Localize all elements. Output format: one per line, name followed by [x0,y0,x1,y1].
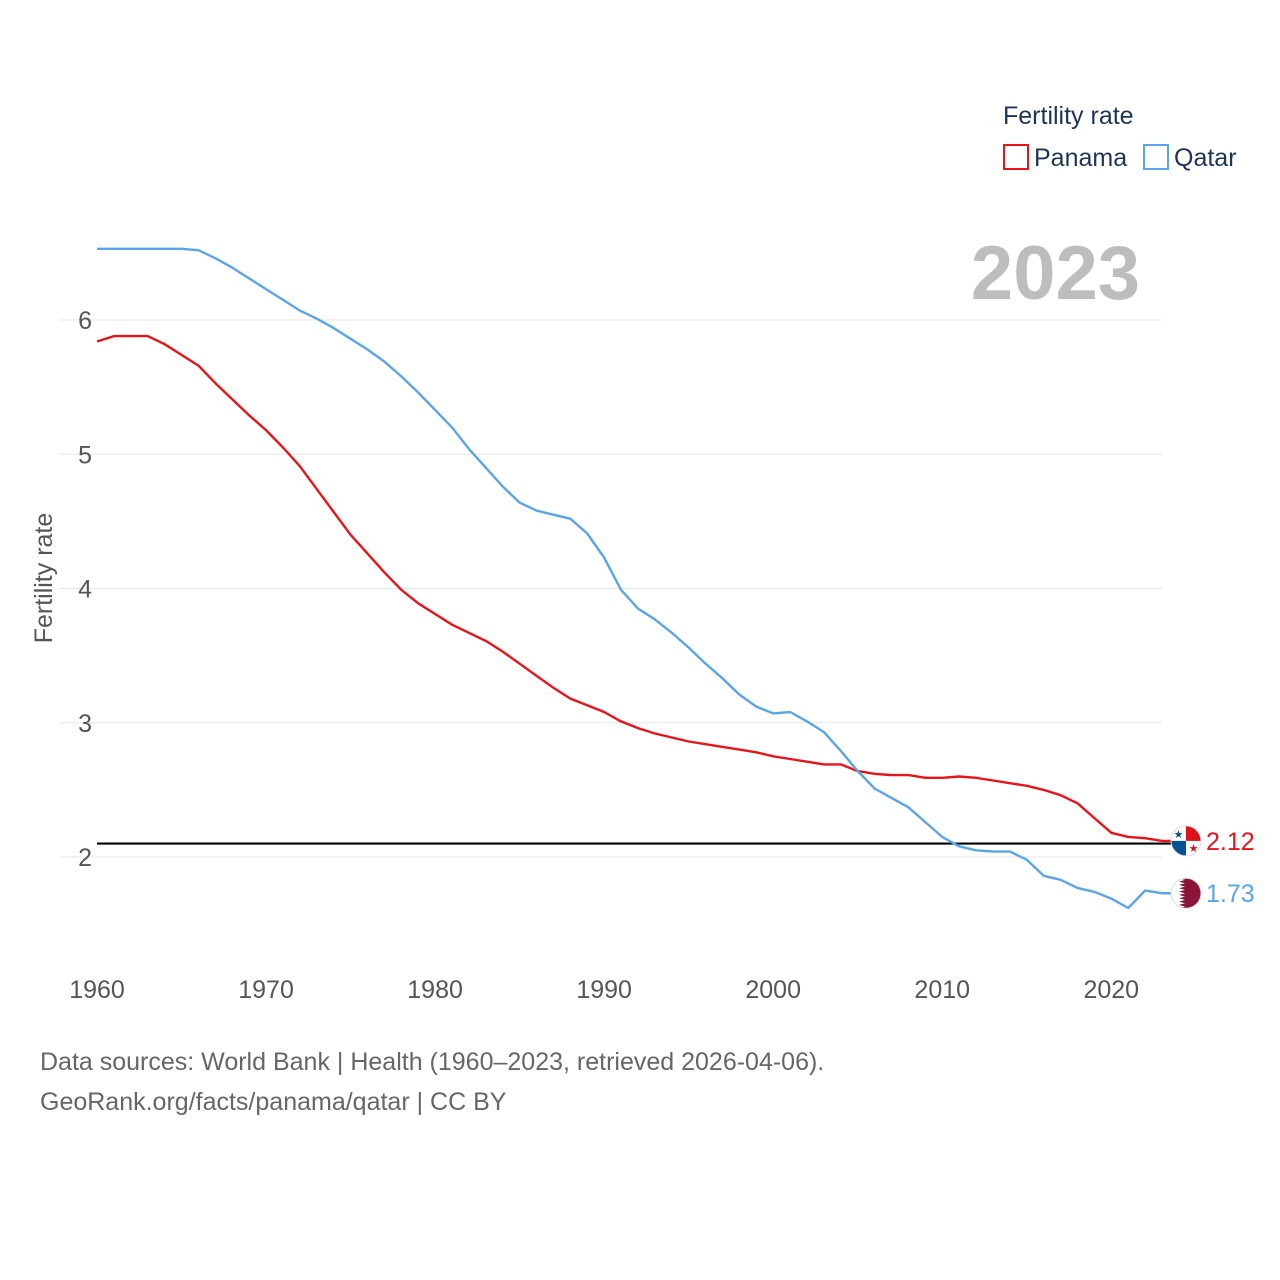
x-tick-label: 1970 [238,976,294,1004]
y-axis-ticks: 2 3 4 5 6 [78,307,92,872]
series-end-markers: ★★ 2.121.73 [1162,825,1255,909]
series-line-qatar [97,247,1163,910]
x-tick-label: 1980 [407,976,463,1004]
legend-label-panama: Panama [1034,144,1127,172]
svg-text:★: ★ [1189,842,1199,855]
end-value-label-panama: 2.12 [1206,828,1255,856]
x-tick-label: 2010 [914,976,970,1004]
y-tick-label: 4 [78,576,92,604]
x-tick-label: 2000 [745,976,801,1004]
legend-swatch-panama [1003,144,1029,170]
x-tick-label: 1990 [576,976,632,1004]
legend-swatch-qatar [1143,144,1169,170]
y-tick-label: 5 [78,441,92,469]
y-tick-label: 3 [78,710,92,738]
footer: Data sources: World Bank | Health (1960–… [40,1042,824,1122]
svg-text:★: ★ [1174,828,1184,841]
series-lines [96,247,1163,910]
panama-flag-icon: ★★ [1170,825,1202,857]
data-sources-text: Data sources: World Bank | Health (1960–… [40,1048,825,1076]
y-tick-label: 6 [78,307,92,335]
attribution-text: GeoRank.org/facts/panama/qatar | CC BY [40,1088,507,1116]
end-value-label-qatar: 1.73 [1206,880,1255,908]
x-tick-label: 2020 [1083,976,1139,1004]
year-watermark: 2023 [971,231,1140,316]
legend: Fertility rate Panama Qatar [1003,102,1237,172]
legend-item-qatar[interactable]: Qatar [1143,144,1237,172]
legend-label-qatar: Qatar [1174,144,1237,172]
grid-lines [60,319,1162,858]
legend-item-panama[interactable]: Panama [1003,144,1127,172]
qatar-flag-icon [1170,877,1202,909]
y-tick-label: 2 [78,844,92,872]
x-tick-label: 1960 [69,976,125,1004]
legend-title: Fertility rate [1003,102,1134,130]
series-line-panama [96,334,1163,843]
x-axis-ticks: 1960 1970 1980 1990 2000 2010 2020 [69,976,1139,1004]
y-axis-label: Fertility rate [30,513,58,644]
